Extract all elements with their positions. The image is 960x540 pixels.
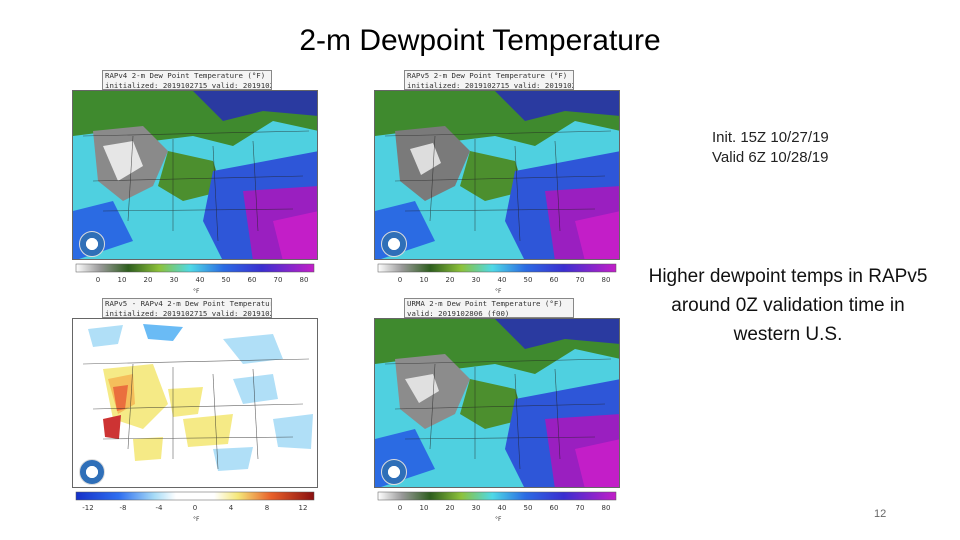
- colorbar-ticks: 0 10 20 30 40 50 60 70 80: [72, 276, 318, 286]
- dewpoint-map: [72, 90, 318, 260]
- tick-label: 80: [601, 504, 611, 512]
- map-header-title: URMA 2-m Dew Point Temperature (°F): [407, 299, 563, 308]
- tick-label: 80: [601, 276, 611, 284]
- dewpoint-colorbar: [377, 491, 617, 501]
- difference-colorbar: [75, 491, 315, 501]
- tick-label: 50: [221, 276, 231, 284]
- panel-diff: RAPv5 - RAPv4 2-m Dew Point Temperature …: [72, 298, 318, 530]
- map-header-times: valid: 2019102806 (f00): [407, 308, 510, 318]
- tick-label: 30: [471, 276, 481, 284]
- tick-label: 40: [497, 276, 507, 284]
- map-header: RAPv4 2-m Dew Point Temperature (°F) ini…: [102, 70, 272, 90]
- tick-label: 70: [575, 276, 585, 284]
- tick-label: 8: [264, 504, 270, 512]
- tick-label: 0: [397, 504, 403, 512]
- map-header-title: RAPv5 2-m Dew Point Temperature (°F): [407, 71, 568, 80]
- map-header-times: initialized: 2019102715 valid: 201910280…: [105, 308, 271, 318]
- tick-label: 60: [549, 276, 559, 284]
- valid-time: Valid 6Z 10/28/19: [712, 149, 829, 166]
- tick-label: 10: [419, 276, 429, 284]
- colorbar-unit: °F: [495, 516, 502, 523]
- tick-label: 30: [169, 276, 179, 284]
- noaa-logo-icon: [79, 231, 105, 257]
- tick-label: 40: [497, 504, 507, 512]
- colorbar-ticks: 0 10 20 30 40 50 60 70 80: [374, 276, 620, 286]
- colorbar-unit: °F: [193, 288, 200, 295]
- tick-label: 80: [299, 276, 309, 284]
- tick-label: 0: [397, 276, 403, 284]
- colorbar-unit: °F: [193, 516, 200, 523]
- slide-title: 2-m Dewpoint Temperature: [299, 24, 661, 57]
- dewpoint-map: [374, 318, 620, 488]
- tick-label: 50: [523, 504, 533, 512]
- noaa-logo-icon: [381, 459, 407, 485]
- tick-label: 20: [143, 276, 153, 284]
- dewpoint-colorbar: [377, 263, 617, 273]
- panel-rapv4: RAPv4 2-m Dew Point Temperature (°F) ini…: [72, 70, 318, 302]
- panel-urma: URMA 2-m Dew Point Temperature (°F) vali…: [374, 298, 620, 530]
- map-header: RAPv5 - RAPv4 2-m Dew Point Temperature …: [102, 298, 272, 318]
- tick-label: 0: [95, 276, 101, 284]
- tick-label: 12: [298, 504, 308, 512]
- dewpoint-map: [374, 90, 620, 260]
- tick-label: 10: [419, 504, 429, 512]
- colorbar-unit: °F: [495, 288, 502, 295]
- tick-label: -12: [82, 504, 94, 512]
- tick-label: 0: [192, 504, 198, 512]
- tick-label: 20: [445, 504, 455, 512]
- tick-label: 4: [228, 504, 234, 512]
- map-header: URMA 2-m Dew Point Temperature (°F) vali…: [404, 298, 574, 318]
- map-header-times: initialized: 2019102715 valid: 201910280…: [105, 80, 271, 90]
- tick-label: 20: [445, 276, 455, 284]
- tick-label: 10: [117, 276, 127, 284]
- tick-label: 40: [195, 276, 205, 284]
- dewpoint-colorbar: [75, 263, 315, 273]
- slide-description: Higher dewpoint temps in RAPv5 around 0Z…: [648, 266, 928, 345]
- colorbar-ticks: -12 -8 -4 0 4 8 12: [72, 504, 318, 514]
- init-valid-info: Init. 15Z 10/27/19 Valid 6Z 10/28/19: [712, 128, 829, 168]
- tick-label: 50: [523, 276, 533, 284]
- tick-label: -4: [155, 504, 163, 512]
- page-number: 12: [874, 508, 887, 520]
- tick-label: 30: [471, 504, 481, 512]
- map-header-title: RAPv4 2-m Dew Point Temperature (°F): [105, 71, 266, 80]
- tick-label: -8: [119, 504, 127, 512]
- map-header-times: initialized: 2019102715 valid: 201910280…: [407, 80, 573, 90]
- map-header-title: RAPv5 - RAPv4 2-m Dew Point Temperature …: [105, 299, 271, 308]
- init-time: Init. 15Z 10/27/19: [712, 129, 829, 146]
- map-header: RAPv5 2-m Dew Point Temperature (°F) ini…: [404, 70, 574, 90]
- tick-label: 60: [247, 276, 257, 284]
- panel-rapv5: RAPv5 2-m Dew Point Temperature (°F) ini…: [374, 70, 620, 302]
- colorbar-ticks: 0 10 20 30 40 50 60 70 80: [374, 504, 620, 514]
- difference-map: [72, 318, 318, 488]
- noaa-logo-icon: [381, 231, 407, 257]
- tick-label: 60: [549, 504, 559, 512]
- tick-label: 70: [273, 276, 283, 284]
- tick-label: 70: [575, 504, 585, 512]
- noaa-logo-icon: [79, 459, 105, 485]
